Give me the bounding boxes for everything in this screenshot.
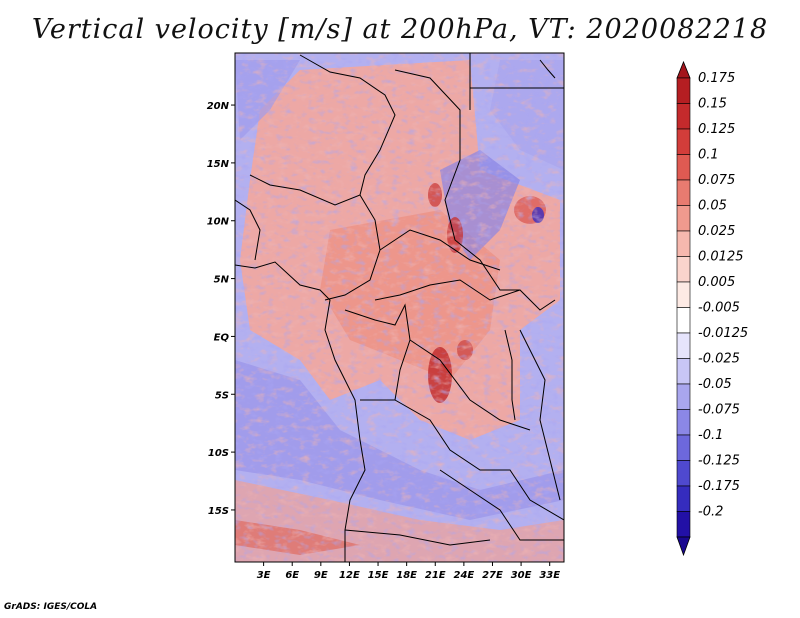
colorbar-swatch [676, 409, 691, 436]
lat-tick-label: 15S [208, 506, 229, 517]
map-frame [234, 52, 565, 563]
colorbar-label: -0.05 [698, 377, 732, 392]
lat-tick-label: 5S [215, 390, 229, 401]
colorbar-swatch [676, 205, 691, 232]
colorbar-bottom-arrow [676, 536, 691, 557]
colorbar-swatch [676, 460, 691, 487]
chart-title: Vertical velocity [m/s] at 200hPa, VT: 2… [31, 14, 769, 45]
lon-tick-label: 21E [425, 570, 446, 581]
colorbar-swatch [676, 485, 691, 512]
colorbar-label: -0.075 [698, 403, 740, 418]
colorbar-swatch [676, 154, 691, 181]
grads-credit: GrADS: IGES/COLA [4, 602, 98, 612]
colorbar-swatch [676, 358, 691, 385]
colorbar-swatch [676, 434, 691, 461]
colorbar-top-arrow [676, 60, 691, 79]
colorbar-label: -0.0125 [698, 326, 748, 341]
lat-tick-label: 15N [207, 159, 230, 170]
colorbar-label: 0.075 [698, 173, 735, 188]
country-borders [235, 53, 564, 562]
colorbar-label: -0.005 [698, 301, 740, 316]
colorbar-swatch [676, 281, 691, 308]
lat-tick-label: 5N [214, 275, 230, 286]
lon-tick-label: 18E [396, 570, 417, 581]
colorbar-swatch [676, 77, 691, 104]
lon-tick-label: 12E [339, 570, 360, 581]
lat-tick-label: 10S [208, 448, 229, 459]
colorbar-label: -0.2 [698, 505, 723, 520]
colorbar: 0.175 0.15 0.125 0.1 0.075 0.05 0.025 0.0125 0.0… [676, 60, 748, 557]
colorbar-swatch [676, 256, 691, 283]
colorbar-label: -0.175 [698, 479, 740, 494]
colorbar-label: -0.025 [698, 352, 740, 367]
colorbar-swatch [676, 332, 691, 359]
longitude-axis: 3E 6E 9E 12E 15E 18E 21E 24E 27E 30E 33E [257, 562, 560, 581]
colorbar-label: 0.0125 [698, 250, 744, 265]
colorbar-label: 0.175 [698, 71, 735, 86]
lon-tick-label: 15E [368, 570, 389, 581]
lon-tick-label: 30E [511, 570, 532, 581]
colorbar-swatch [676, 179, 691, 206]
lon-tick-label: 9E [314, 570, 328, 581]
colorbar-label: 0.025 [698, 224, 735, 239]
lat-tick-label: 10N [207, 217, 230, 228]
latitude-axis: 20N 15N 10N 5N EQ 5S 10S 15S [207, 101, 235, 517]
lat-tick-label: 20N [207, 101, 230, 112]
colorbar-label: 0.005 [698, 275, 735, 290]
lon-tick-label: 24E [453, 570, 474, 581]
colorbar-label: 0.1 [698, 148, 719, 163]
colorbar-label: 0.125 [698, 122, 735, 137]
lon-tick-label: 3E [257, 570, 271, 581]
lon-tick-label: 27E [482, 570, 503, 581]
colorbar-swatch [676, 307, 691, 334]
colorbar-label: 0.15 [698, 97, 727, 112]
lon-tick-label: 33E [539, 570, 560, 581]
lat-tick-label: EQ [214, 332, 230, 343]
lon-tick-label: 6E [285, 570, 299, 581]
colorbar-label: -0.125 [698, 454, 740, 469]
colorbar-swatch [676, 383, 691, 410]
colorbar-swatch [676, 511, 691, 538]
colorbar-swatch [676, 128, 691, 155]
colorbar-swatch [676, 103, 691, 130]
colorbar-label: -0.1 [698, 428, 723, 443]
colorbar-swatch [676, 230, 691, 257]
colorbar-label: 0.05 [698, 199, 727, 214]
velocity-field [235, 53, 564, 562]
